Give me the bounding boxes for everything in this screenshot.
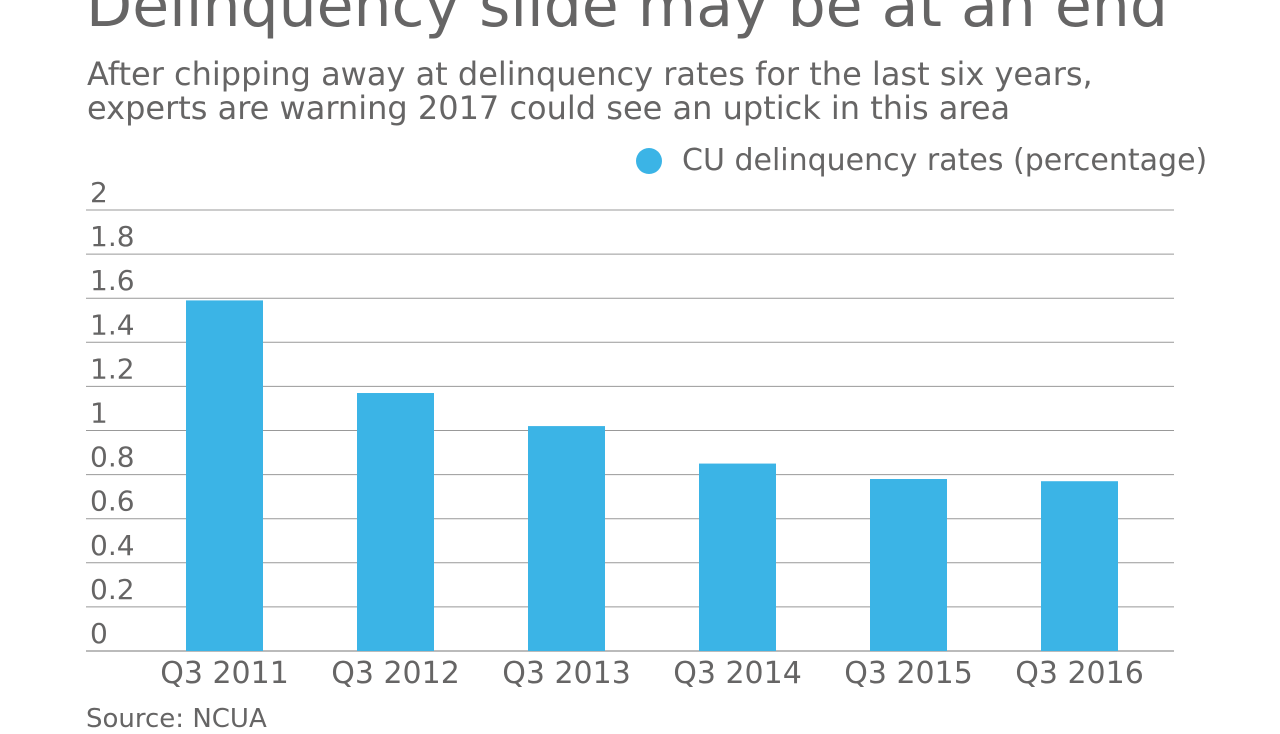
chart-title: Delinquency slide may be at an end bbox=[86, 0, 1168, 41]
x-tick-label: Q3 2013 bbox=[502, 656, 631, 691]
y-tick-label: 1.6 bbox=[90, 264, 135, 297]
bar bbox=[528, 426, 605, 651]
x-tick-label: Q3 2011 bbox=[160, 656, 289, 691]
x-tick-label: Q3 2012 bbox=[331, 656, 460, 691]
y-tick-label: 0.2 bbox=[90, 573, 135, 606]
bar bbox=[1041, 481, 1118, 651]
y-tick-label: 1.4 bbox=[90, 308, 135, 341]
x-tick-label: Q3 2015 bbox=[844, 656, 973, 691]
legend-marker bbox=[636, 147, 662, 174]
bar bbox=[357, 393, 434, 651]
legend-label: CU delinquency rates (percentage) bbox=[682, 143, 1208, 178]
y-tick-label: 1.2 bbox=[90, 352, 135, 385]
y-tick-label: 0.6 bbox=[90, 485, 135, 518]
y-tick-label: 0 bbox=[90, 617, 108, 650]
source-note: Source: NCUA bbox=[86, 704, 267, 734]
y-tick-label: 1.8 bbox=[90, 220, 135, 253]
x-tick-label: Q3 2016 bbox=[1015, 656, 1144, 691]
bar bbox=[870, 479, 947, 651]
legend: CU delinquency rates (percentage) bbox=[636, 143, 1207, 178]
bar bbox=[186, 300, 263, 651]
bar bbox=[699, 463, 776, 651]
y-tick-label: 1 bbox=[90, 397, 108, 430]
chart-subtitle-line-2: experts are warning 2017 could see an up… bbox=[87, 89, 1011, 127]
y-tick-label: 2 bbox=[90, 176, 108, 209]
x-tick-label: Q3 2014 bbox=[673, 656, 802, 691]
y-tick-label: 0.8 bbox=[90, 441, 135, 474]
chart-subtitle-line-1: After chipping away at delinquency rates… bbox=[87, 55, 1093, 93]
y-tick-label: 0.4 bbox=[90, 529, 135, 562]
